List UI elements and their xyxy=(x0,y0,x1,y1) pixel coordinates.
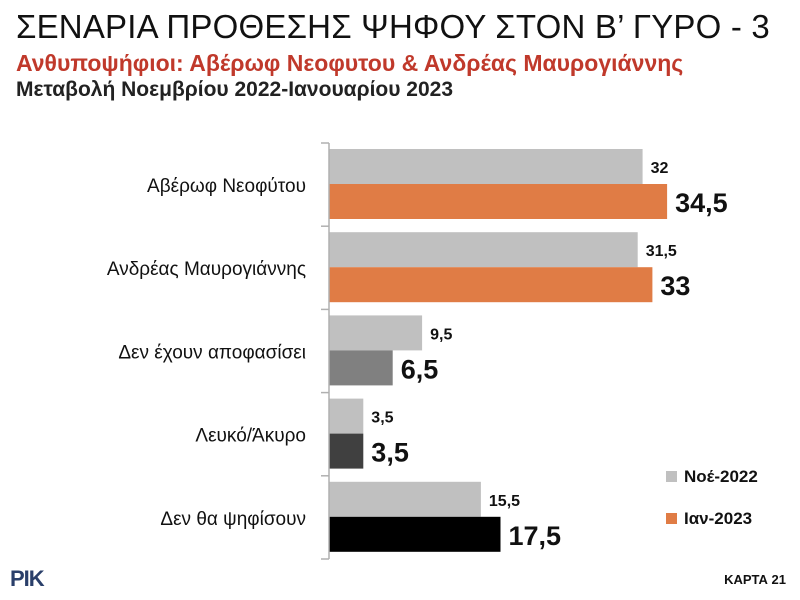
data-label-nov-2022: 31,5 xyxy=(646,243,677,260)
bar-jan-2023 xyxy=(329,516,501,552)
category-label: Αβέρωφ Νεοφύτου xyxy=(147,176,306,197)
bar-jan-2023 xyxy=(329,350,393,386)
data-label-jan-2023: 6,5 xyxy=(401,354,439,384)
chart-period: Μεταβολή Νοεμβρίου 2022-Ιανουαρίου 2023 xyxy=(16,78,454,101)
category-label: Δεν έχουν αποφασίσει xyxy=(118,342,306,363)
category-label: Λευκό/Άκυρο xyxy=(195,426,306,447)
bar-nov-2022 xyxy=(329,149,643,184)
chart-title: ΣΕΝΑΡΙΑ ΠΡΟΘΕΣΗΣ ΨΗΦΟΥ ΣΤΟΝ Β’ ΓΥΡΟ - 3 xyxy=(16,8,770,45)
map-number: ΚΑΡΤΑ 21 xyxy=(724,572,786,587)
data-label-nov-2022: 32 xyxy=(651,160,669,177)
legend-label-jan-2023: Ιαν-2023 xyxy=(684,509,752,528)
data-label-nov-2022: 3,5 xyxy=(371,410,393,427)
data-label-jan-2023: 34,5 xyxy=(675,188,728,218)
category-label: Δεν θα ψηφίσουν xyxy=(160,509,306,530)
bar-nov-2022 xyxy=(329,398,364,434)
legend-label-nov-2022: Νοέ-2022 xyxy=(684,467,758,486)
bar-jan-2023 xyxy=(329,184,668,219)
bar-nov-2022 xyxy=(329,315,423,351)
bar-nov-2022 xyxy=(329,232,638,268)
data-label-jan-2023: 33 xyxy=(660,271,690,301)
legend-swatch-nov-2022 xyxy=(666,471,677,482)
broadcaster-logo: ΡΙΚ xyxy=(10,566,45,591)
bar-jan-2023 xyxy=(329,433,364,469)
bar-jan-2023 xyxy=(329,267,653,303)
category-label: Ανδρέας Μαυρογιάννης xyxy=(107,259,306,280)
data-label-jan-2023: 3,5 xyxy=(371,438,409,468)
data-label-jan-2023: 17,5 xyxy=(509,521,562,551)
legend-swatch-jan-2023 xyxy=(666,513,677,524)
data-label-nov-2022: 15,5 xyxy=(489,493,520,510)
bar-nov-2022 xyxy=(329,481,481,517)
chart-subtitle: Ανθυποψήφιοι: Αβέρωφ Νεοφυτου & Ανδρέας … xyxy=(16,50,684,76)
data-label-nov-2022: 9,5 xyxy=(430,326,452,343)
